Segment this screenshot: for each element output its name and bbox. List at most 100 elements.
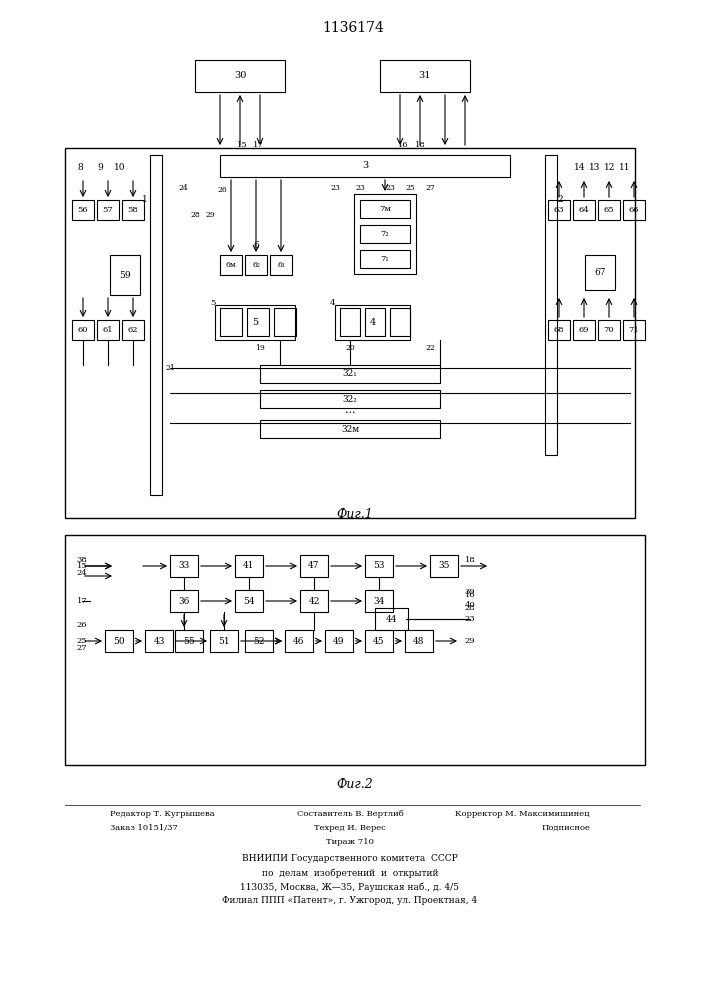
Text: 7м: 7м	[379, 205, 391, 213]
Bar	[260, 365, 440, 383]
Bar	[105, 630, 133, 652]
Text: 4: 4	[329, 299, 335, 307]
Text: 36: 36	[178, 596, 189, 605]
Text: 46: 46	[293, 637, 305, 646]
Text: 26: 26	[217, 186, 227, 194]
Bar	[365, 308, 385, 336]
Text: 69: 69	[579, 326, 590, 334]
Text: 50: 50	[113, 637, 125, 646]
Text: 113035, Москва, Ж—35, Раушская наб., д. 4/5: 113035, Москва, Ж—35, Раушская наб., д. …	[240, 882, 460, 892]
Bar	[97, 200, 119, 220]
Text: 7₂: 7₂	[380, 230, 390, 238]
Text: 12: 12	[604, 163, 616, 172]
Text: Филиал ППП «Патент», г. Ужгород, ул. Проектная, 4: Филиал ППП «Патент», г. Ужгород, ул. Про…	[223, 896, 478, 905]
Bar	[548, 320, 570, 340]
Text: 19: 19	[255, 344, 265, 352]
Bar	[175, 630, 203, 652]
Text: Техред И. Верес: Техред И. Верес	[314, 824, 386, 832]
Text: 32м: 32м	[341, 424, 359, 434]
Text: 6м: 6м	[226, 261, 236, 269]
Text: 58: 58	[128, 206, 139, 214]
Bar	[365, 630, 393, 652]
Text: 3: 3	[362, 161, 368, 170]
Text: Составитель В. Вертлиб: Составитель В. Вертлиб	[297, 810, 404, 818]
Bar	[245, 255, 267, 275]
Text: 26: 26	[77, 621, 87, 629]
Bar	[430, 555, 458, 577]
Text: по  делам  изобретений  и  открытий: по делам изобретений и открытий	[262, 868, 438, 878]
Bar	[170, 555, 198, 577]
Text: 41: 41	[243, 562, 255, 570]
Text: Тираж 710: Тираж 710	[326, 838, 374, 846]
Bar	[360, 200, 410, 218]
Bar	[260, 420, 440, 438]
Text: 16: 16	[464, 591, 475, 599]
Text: Редактор Т. Кугрышева: Редактор Т. Кугрышева	[110, 810, 215, 818]
Text: 29: 29	[205, 211, 215, 219]
Text: 21: 21	[165, 364, 175, 372]
Bar	[285, 630, 313, 652]
Text: 55: 55	[183, 637, 195, 646]
Text: 64: 64	[578, 206, 590, 214]
Bar	[325, 630, 353, 652]
Text: 15: 15	[76, 562, 88, 570]
Text: Фиг.2: Фиг.2	[337, 778, 373, 792]
Bar	[598, 320, 620, 340]
Text: 16: 16	[397, 141, 409, 149]
Bar	[72, 200, 94, 220]
Text: 25: 25	[405, 184, 415, 192]
Text: 7₁: 7₁	[380, 255, 390, 263]
Text: 35: 35	[438, 562, 450, 570]
Text: 54: 54	[243, 596, 255, 605]
Text: 18: 18	[464, 556, 475, 564]
Text: 17: 17	[76, 597, 88, 605]
Text: 23: 23	[355, 184, 365, 192]
Text: 23: 23	[385, 184, 395, 192]
Text: 47: 47	[308, 562, 320, 570]
Text: 1: 1	[142, 196, 148, 205]
Text: 42: 42	[308, 596, 320, 605]
Bar	[545, 155, 557, 455]
Text: 44: 44	[386, 614, 397, 624]
Bar	[405, 630, 433, 652]
Text: 51: 51	[218, 637, 230, 646]
Bar	[122, 200, 144, 220]
Text: 6: 6	[253, 240, 259, 249]
Text: 23: 23	[464, 615, 475, 623]
Text: Заказ 10151/37: Заказ 10151/37	[110, 824, 178, 832]
Text: 32₂: 32₂	[343, 394, 358, 403]
Text: 70: 70	[604, 326, 614, 334]
Text: ...: ...	[345, 405, 355, 415]
Text: 27: 27	[76, 644, 87, 652]
Text: 30: 30	[234, 72, 246, 81]
Bar	[215, 305, 295, 340]
Text: 68: 68	[554, 326, 564, 334]
Bar	[235, 590, 263, 612]
Text: 33: 33	[178, 562, 189, 570]
Text: 22: 22	[425, 344, 435, 352]
Bar	[245, 630, 273, 652]
Bar	[380, 60, 470, 92]
Text: 9: 9	[97, 163, 103, 172]
Text: 39: 39	[464, 588, 475, 596]
Text: 18: 18	[414, 141, 426, 149]
Bar	[110, 255, 140, 295]
Bar	[375, 608, 408, 630]
Text: 34: 34	[373, 596, 385, 605]
Text: 27: 27	[425, 184, 435, 192]
Bar	[598, 200, 620, 220]
Text: 61: 61	[103, 326, 113, 334]
Bar	[235, 555, 263, 577]
Bar	[220, 255, 242, 275]
Text: 5: 5	[211, 299, 216, 307]
Bar	[72, 320, 94, 340]
Text: ВНИИПИ Государственного комитета  СССР: ВНИИПИ Государственного комитета СССР	[242, 854, 458, 863]
Text: 60: 60	[78, 326, 88, 334]
Bar	[573, 200, 595, 220]
Text: 63: 63	[554, 206, 564, 214]
Text: 57: 57	[103, 206, 113, 214]
Text: 14: 14	[574, 163, 586, 172]
Text: 1136174: 1136174	[322, 21, 384, 35]
Text: 53: 53	[373, 562, 385, 570]
Text: 31: 31	[419, 72, 431, 81]
